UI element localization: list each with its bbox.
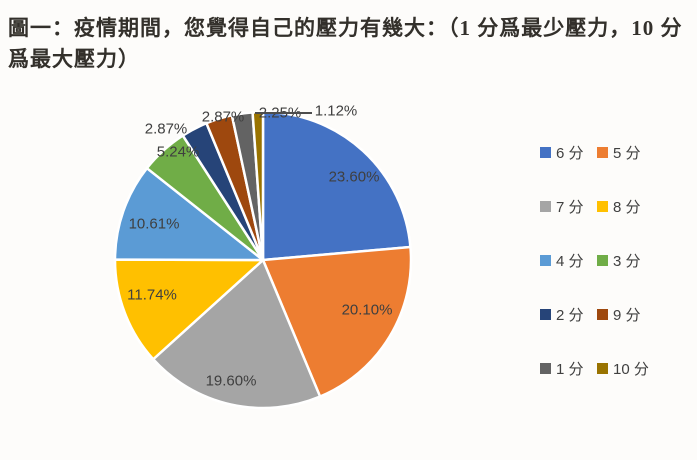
legend-label: 9 分	[613, 306, 641, 324]
legend-item-7分: 7 分	[540, 197, 589, 216]
pie-slice-7分	[151, 258, 322, 410]
legend-swatch-icon	[597, 254, 608, 266]
data-label-10分: 1.12%	[314, 102, 358, 120]
legend-label: 2 分	[556, 306, 584, 324]
legend-item-9分: 9 分	[597, 305, 649, 324]
legend-swatch-icon	[540, 200, 551, 212]
legend-item-8分: 8 分	[597, 197, 649, 216]
legend-label: 8 分	[613, 198, 641, 216]
legend-label: 3 分	[613, 252, 641, 270]
pie-slice-8分	[113, 258, 265, 361]
data-label-7分: 19.60%	[205, 372, 257, 390]
data-label-6分: 23.60%	[328, 168, 380, 186]
legend-item-4分: 4 分	[540, 251, 589, 270]
legend-item-5分: 5 分	[597, 143, 649, 162]
chart-legend: 6 分 5 分 7 分 8 分 4 分 3 分 2 分 9 分 1 分 10 分	[540, 143, 649, 378]
pie-slice-6分	[261, 110, 412, 262]
legend-swatch-icon	[540, 362, 551, 374]
data-label-9分: 2.87%	[201, 108, 245, 126]
legend-label: 7 分	[556, 198, 584, 216]
legend-swatch-icon	[597, 308, 608, 320]
legend-swatch-icon	[540, 254, 551, 266]
pie-slice-4分	[113, 166, 265, 262]
pie-slice-5分	[261, 245, 413, 398]
legend-item-3分: 3 分	[597, 251, 649, 270]
legend-swatch-icon	[597, 200, 608, 212]
leader-line-10-fen	[255, 112, 312, 114]
data-label-4分: 10.61%	[128, 215, 180, 233]
legend-swatch-icon	[597, 146, 608, 158]
data-label-5分: 20.10%	[341, 301, 393, 319]
legend-label: 10 分	[613, 360, 649, 378]
legend-swatch-icon	[540, 308, 551, 320]
legend-label: 4 分	[556, 252, 584, 270]
legend-item-6分: 6 分	[540, 143, 589, 162]
legend-label: 5 分	[613, 144, 641, 162]
legend-item-10分: 10 分	[597, 359, 649, 378]
legend-item-2分: 2 分	[540, 305, 589, 324]
data-label-2分: 2.87%	[144, 120, 188, 138]
legend-item-1分: 1 分	[540, 359, 589, 378]
data-label-3分: 5.24%	[156, 143, 200, 161]
legend-swatch-icon	[597, 362, 608, 374]
chart-title: 圖一：疫情期間，您覺得自己的壓力有幾大：（1 分爲最少壓力，10 分爲最大壓力）	[8, 16, 683, 71]
legend-swatch-icon	[540, 146, 551, 158]
data-label-8分: 11.74%	[127, 286, 177, 304]
legend-label: 6 分	[556, 144, 584, 162]
legend-label: 1 分	[556, 360, 584, 378]
